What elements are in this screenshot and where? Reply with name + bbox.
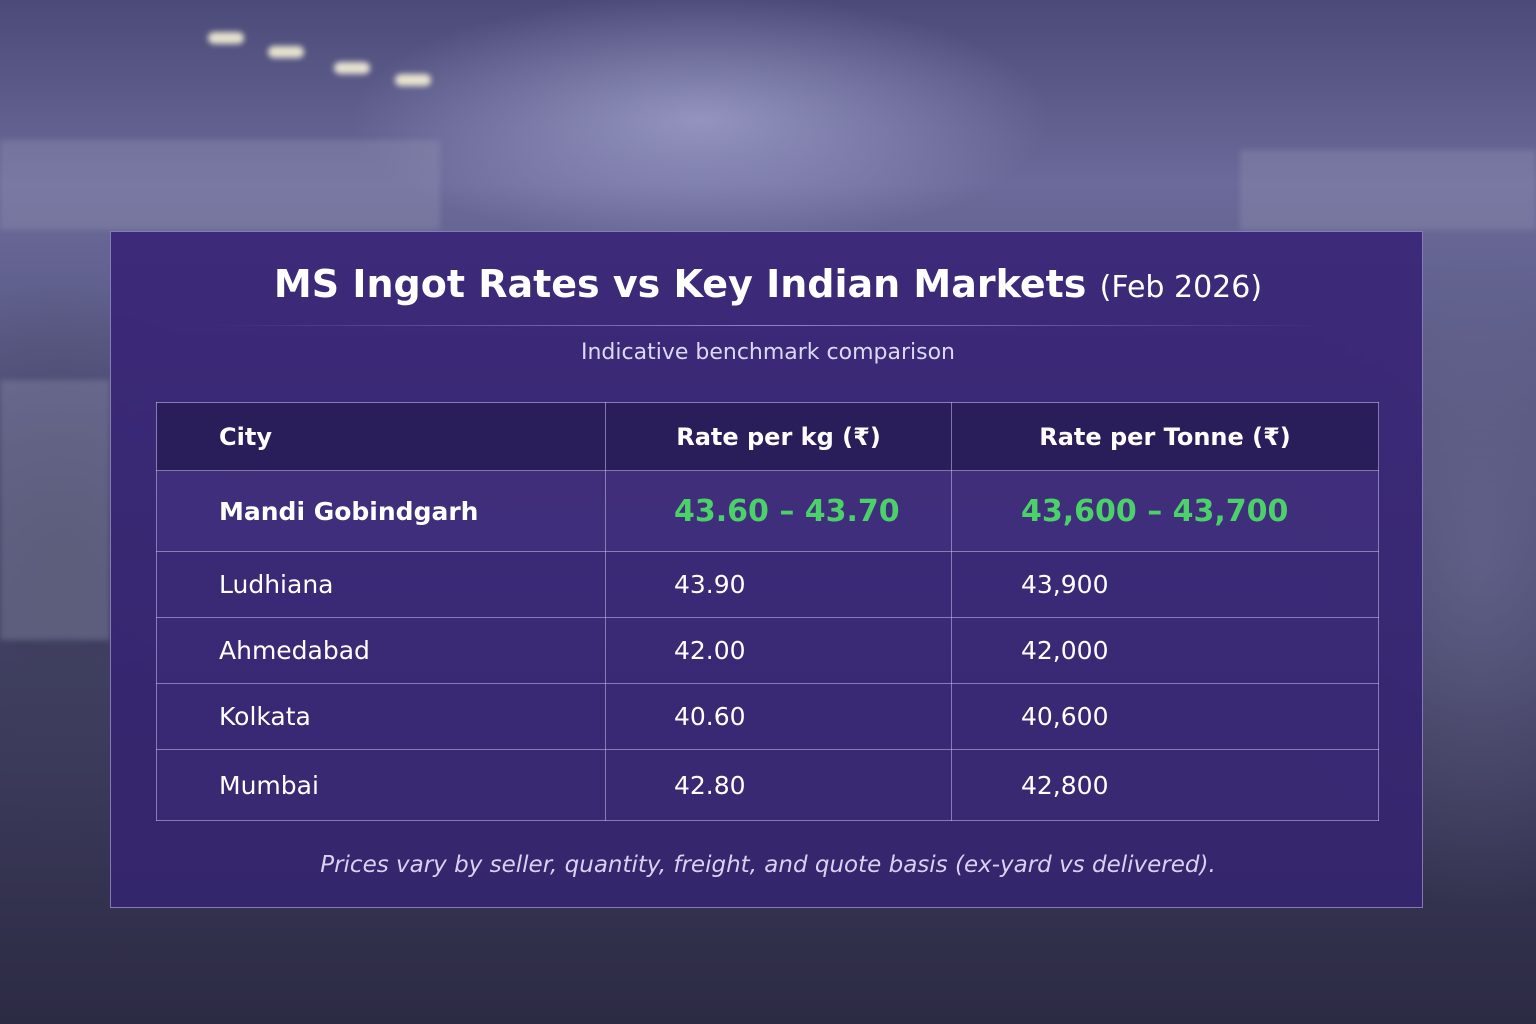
footnote: Prices vary by seller, quantity, freight… bbox=[320, 852, 1216, 878]
table-row-highlighted: Mandi Gobindgarh 43.60 – 43.70 43,600 – … bbox=[156, 470, 1379, 552]
cell-rate-kg: 43.60 – 43.70 bbox=[605, 470, 952, 552]
truck-shape bbox=[1240, 150, 1536, 230]
cell-rate-kg: 42.00 bbox=[605, 617, 952, 684]
ceiling-light bbox=[334, 62, 370, 74]
title-date: (Feb 2026) bbox=[1099, 270, 1263, 305]
table-row: Kolkata 40.60 40,600 bbox=[156, 683, 1379, 750]
cell-city: Ludhiana bbox=[156, 551, 606, 618]
column-header-rate-tonne: Rate per Tonne (₹) bbox=[951, 402, 1379, 471]
subtitle: Indicative benchmark comparison bbox=[581, 340, 955, 365]
ceiling-light bbox=[395, 74, 431, 86]
column-header-city: City bbox=[156, 402, 606, 471]
cell-city: Kolkata bbox=[156, 683, 606, 750]
cell-rate-tonne: 42,000 bbox=[951, 617, 1379, 684]
table-row: Mumbai 42.80 42,800 bbox=[156, 749, 1379, 821]
page-title: MS Ingot Rates vs Key Indian Markets (Fe… bbox=[0, 262, 1536, 306]
cell-rate-kg: 43.90 bbox=[605, 551, 952, 618]
rates-table: City Rate per kg (₹) Rate per Tonne (₹) … bbox=[156, 402, 1379, 821]
cell-city: Mandi Gobindgarh bbox=[156, 470, 606, 552]
cell-rate-tonne: 40,600 bbox=[951, 683, 1379, 750]
cell-rate-tonne: 42,800 bbox=[951, 749, 1379, 821]
title-divider bbox=[210, 325, 1326, 326]
title-text: MS Ingot Rates vs Key Indian Markets bbox=[273, 262, 1087, 306]
ceiling-light bbox=[208, 32, 244, 44]
table-row: Ahmedabad 42.00 42,000 bbox=[156, 617, 1379, 684]
cell-city: Ahmedabad bbox=[156, 617, 606, 684]
ceiling-light bbox=[268, 46, 304, 58]
truck-shape bbox=[0, 380, 110, 640]
table-row: Ludhiana 43.90 43,900 bbox=[156, 551, 1379, 618]
column-header-rate-kg: Rate per kg (₹) bbox=[605, 402, 952, 471]
cell-city: Mumbai bbox=[156, 749, 606, 821]
cell-rate-kg: 40.60 bbox=[605, 683, 952, 750]
cell-rate-tonne: 43,600 – 43,700 bbox=[951, 470, 1379, 552]
truck-shape bbox=[0, 140, 440, 230]
cell-rate-kg: 42.80 bbox=[605, 749, 952, 821]
table-header-row: City Rate per kg (₹) Rate per Tonne (₹) bbox=[156, 402, 1379, 471]
cell-rate-tonne: 43,900 bbox=[951, 551, 1379, 618]
